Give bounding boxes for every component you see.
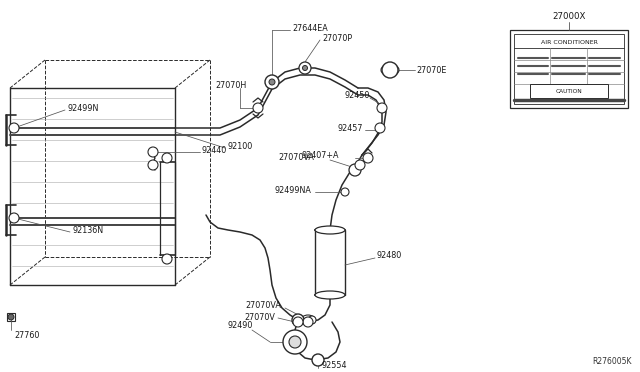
Circle shape [8,314,14,320]
Text: 92136N: 92136N [72,225,103,234]
Text: 92100: 92100 [227,141,252,151]
Circle shape [382,62,398,78]
Circle shape [292,314,304,326]
Text: 92407+A: 92407+A [302,151,339,160]
Circle shape [148,160,158,170]
Circle shape [162,153,172,163]
Text: 27760: 27760 [14,330,40,340]
Bar [7,313,15,321]
Text: 92499NA: 92499NA [275,186,312,195]
Text: 92554: 92554 [322,362,348,371]
Circle shape [9,213,19,223]
Circle shape [148,147,158,157]
Text: 27070VA: 27070VA [278,153,314,161]
Bar [510,30,628,108]
Circle shape [253,103,263,113]
Text: 27070H: 27070H [215,80,246,90]
Text: 27644EA: 27644EA [292,23,328,32]
Text: CAUTION: CAUTION [556,89,582,93]
Circle shape [9,123,19,133]
Circle shape [303,65,307,71]
Circle shape [303,317,313,327]
Circle shape [162,254,172,264]
Ellipse shape [315,291,345,299]
Text: 27070VA: 27070VA [245,301,281,310]
Bar [530,84,608,98]
Text: 92440: 92440 [202,145,227,154]
Text: 27070P: 27070P [322,33,352,42]
Bar [514,34,624,104]
Text: 27070E: 27070E [416,65,446,74]
Text: R276005K: R276005K [593,357,632,366]
Circle shape [375,123,385,133]
Text: AIR CONDITIONER: AIR CONDITIONER [541,39,597,45]
Circle shape [293,317,303,327]
Ellipse shape [315,226,345,234]
Circle shape [283,330,307,354]
Circle shape [269,79,275,85]
Ellipse shape [301,315,315,325]
Circle shape [265,75,279,89]
Circle shape [355,160,365,170]
Text: 92499N: 92499N [67,103,99,112]
Text: 92490: 92490 [228,321,253,330]
Circle shape [312,354,324,366]
Text: 27070V: 27070V [244,314,275,323]
Ellipse shape [381,64,399,76]
Text: 92450: 92450 [345,90,371,99]
Circle shape [349,164,361,176]
Circle shape [377,103,387,113]
Circle shape [299,62,311,74]
Circle shape [289,336,301,348]
Text: 92480: 92480 [377,251,403,260]
Circle shape [308,316,316,324]
Circle shape [341,188,349,196]
Text: 27000X: 27000X [552,12,586,20]
Circle shape [363,153,373,163]
Text: 92457: 92457 [338,124,364,132]
